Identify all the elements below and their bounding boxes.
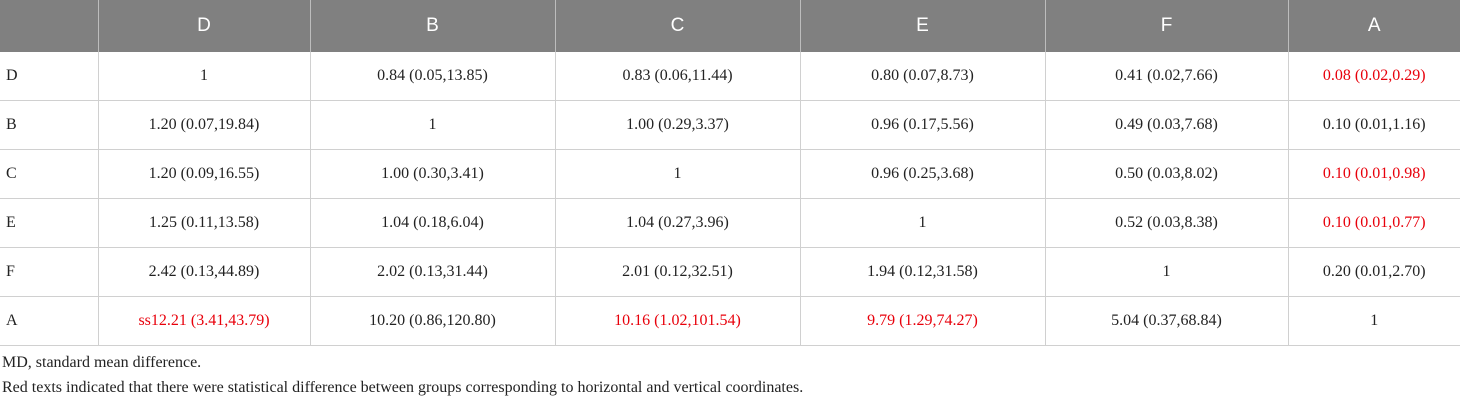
table-cell: 10.16 (1.02,101.54) — [555, 296, 801, 346]
table-row: D 1 0.84 (0.05,13.85) 0.83 (0.06,11.44) 0.80… — [0, 52, 1460, 101]
table-cell: 0.10 (0.01,0.98) — [1288, 149, 1460, 199]
table-row: C 1.20 (0.09,16.55) 1.00 (0.30,3.41) 1 0.96 … — [0, 149, 1460, 199]
table-cell: 0.96 (0.17,5.56) — [800, 100, 1046, 150]
table-cell: 0.83 (0.06,11.44) — [555, 52, 801, 101]
table-cell: 0.49 (0.03,7.68) — [1045, 100, 1289, 150]
table-cell: 0.10 (0.01,0.77) — [1288, 198, 1460, 248]
table-cell: 9.79 (1.29,74.27) — [800, 296, 1046, 346]
table-cell: 0.50 (0.03,8.02) — [1045, 149, 1289, 199]
table-cell: 0.41 (0.02,7.66) — [1045, 52, 1289, 101]
header-cell — [0, 0, 99, 52]
table-cell: 1.20 (0.07,19.84) — [98, 100, 311, 150]
row-label: A — [0, 296, 99, 346]
table-cell: 1 — [310, 100, 556, 150]
footnote: Red texts indicated that there were stat… — [2, 379, 804, 396]
table-cell: 2.42 (0.13,44.89) — [98, 247, 311, 297]
table-cell: 1.04 (0.18,6.04) — [310, 198, 556, 248]
header-cell: D — [98, 0, 311, 52]
header-cell: C — [555, 0, 801, 52]
table-cell: 0.84 (0.05,13.85) — [310, 52, 556, 101]
header-cell: B — [310, 0, 556, 52]
table-cell: 1 — [800, 198, 1046, 248]
header-cell: E — [800, 0, 1046, 52]
footnote: MD, standard mean difference. — [2, 354, 202, 371]
table-cell: 0.20 (0.01,2.70) — [1288, 247, 1460, 297]
row-label: D — [0, 52, 99, 101]
table-cell: 1 — [98, 52, 311, 101]
table-cell: 1.04 (0.27,3.96) — [555, 198, 801, 248]
table-row: B 1.20 (0.07,19.84) 1 1.00 (0.29,3.37) 0.96 … — [0, 100, 1460, 150]
table-cell: 1 — [1045, 247, 1289, 297]
table-cell: 1.00 (0.29,3.37) — [555, 100, 801, 150]
table-cell: 1.00 (0.30,3.41) — [310, 149, 556, 199]
table-cell: 1.20 (0.09,16.55) — [98, 149, 311, 199]
table-cell: 0.96 (0.25,3.68) — [800, 149, 1046, 199]
table-cell: 0.80 (0.07,8.73) — [800, 52, 1046, 101]
header-cell: F — [1045, 0, 1289, 52]
table-cell: 10.20 (0.86,120.80) — [310, 296, 556, 346]
row-label: B — [0, 100, 99, 150]
table-cell: ss12.21 (3.41,43.79) — [98, 296, 311, 346]
table-row: E 1.25 (0.11,13.58) 1.04 (0.18,6.04) 1.04 (… — [0, 198, 1460, 248]
table-cell: 1.25 (0.11,13.58) — [98, 198, 311, 248]
footnotes: MD, standard mean difference. Red texts i… — [0, 346, 1460, 400]
row-label: F — [0, 247, 99, 297]
row-label: C — [0, 149, 99, 199]
header-cell: A — [1288, 0, 1460, 52]
row-label: E — [0, 198, 99, 248]
table-cell: 5.04 (0.37,68.84) — [1045, 296, 1289, 346]
table-cell: 0.10 (0.01,1.16) — [1288, 100, 1460, 150]
table-cell: 1 — [555, 149, 801, 199]
table-cell: 0.08 (0.02,0.29) — [1288, 52, 1460, 101]
table-cell: 2.02 (0.13,31.44) — [310, 247, 556, 297]
table-cell: 2.01 (0.12,32.51) — [555, 247, 801, 297]
table-cell: 1 — [1288, 296, 1460, 346]
table-row: F 2.42 (0.13,44.89) 2.02 (0.13,31.44) 2.01 … — [0, 247, 1460, 297]
table-cell: 0.52 (0.03,8.38) — [1045, 198, 1289, 248]
table-cell: 1.94 (0.12,31.58) — [800, 247, 1046, 297]
